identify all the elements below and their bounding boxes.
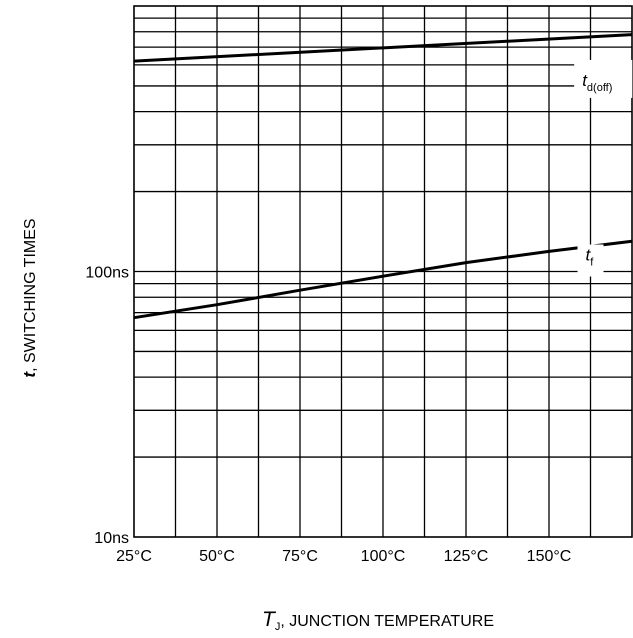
series-curve-td-off	[133, 33, 633, 63]
series-label: tf	[586, 246, 595, 269]
x-axis-text: , JUNCTION TEMPERATURE	[280, 613, 494, 630]
series-label: td(off)	[582, 71, 612, 94]
tick-labels: 25°C 50°C 75°C 100°C 125°C 150°C 10ns 100ns	[85, 265, 571, 566]
series-label-symbol: t	[586, 246, 592, 265]
y-tick-label: 10ns	[94, 530, 129, 547]
series-label-background	[574, 59, 633, 98]
x-tick-label: 150°C	[527, 548, 572, 565]
series-label-subscript: d(off)	[587, 82, 612, 94]
series-labels: td(off)tf	[574, 59, 633, 277]
y-axis-symbol: t	[20, 371, 39, 378]
series-layer	[133, 33, 633, 320]
series-curve-tf	[133, 239, 633, 320]
y-axis-title: t, SWITCHING TIMES	[20, 218, 39, 377]
x-tick-label: 50°C	[199, 548, 235, 565]
grid	[134, 6, 632, 537]
y-tick-label: 100ns	[85, 265, 129, 282]
x-tick-label: 125°C	[444, 548, 489, 565]
x-tick-label: 25°C	[116, 548, 152, 565]
y-axis-text: , SWITCHING TIMES	[22, 218, 39, 371]
x-tick-label: 100°C	[361, 548, 406, 565]
series-label-symbol: t	[582, 71, 588, 90]
series-label-background	[577, 244, 604, 277]
x-axis-symbol: T	[262, 608, 277, 631]
x-tick-label: 75°C	[282, 548, 318, 565]
x-axis-title: TJ, JUNCTION TEMPERATURE	[262, 608, 494, 633]
x-axis-subscript: J	[275, 621, 281, 633]
plot-frame	[133, 5, 633, 538]
series-label-subscript: f	[590, 257, 594, 269]
